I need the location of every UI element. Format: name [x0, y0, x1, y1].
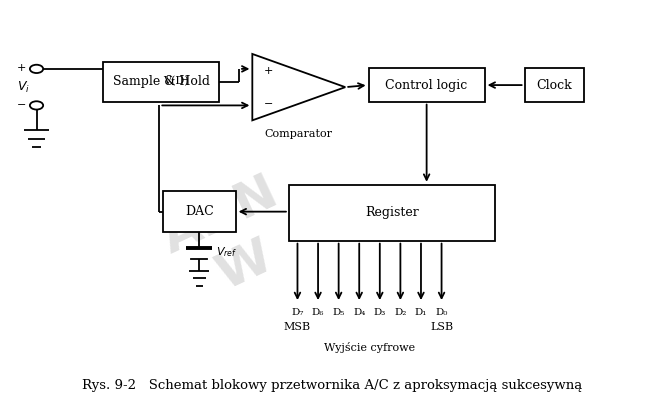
Text: Rys. 9-2   Schemat blokowy przetwornika A/C z aproksymacją sukcesywną: Rys. 9-2 Schemat blokowy przetwornika A/… — [82, 379, 582, 392]
Text: $V_i$: $V_i$ — [17, 80, 30, 95]
Text: Control logic: Control logic — [386, 78, 467, 92]
Text: D₆: D₆ — [312, 308, 324, 317]
Text: D₂: D₂ — [394, 308, 406, 317]
Text: D₅: D₅ — [333, 308, 345, 317]
Bar — [525, 68, 584, 102]
Bar — [369, 68, 485, 102]
Text: Register: Register — [365, 206, 418, 219]
Text: LSB: LSB — [430, 322, 453, 332]
Text: D₄: D₄ — [353, 308, 365, 317]
Text: DAC: DAC — [185, 205, 214, 218]
Text: V(D): V(D) — [163, 76, 189, 87]
Text: D₀: D₀ — [436, 308, 448, 317]
Text: MSB: MSB — [284, 322, 311, 332]
Text: +: + — [17, 63, 27, 73]
Text: −: − — [264, 99, 274, 109]
Text: Clock: Clock — [537, 78, 572, 92]
Text: D₃: D₃ — [374, 308, 386, 317]
Bar — [103, 62, 219, 102]
Text: D₇: D₇ — [291, 308, 303, 317]
Bar — [289, 185, 495, 241]
Text: Comparator: Comparator — [265, 129, 333, 139]
Bar — [163, 191, 236, 232]
Text: ADN
W: ADN W — [155, 168, 309, 313]
Text: Sample & Hold: Sample & Hold — [112, 76, 210, 88]
Text: −: − — [17, 100, 27, 110]
Text: Wyjście cyfrowe: Wyjście cyfrowe — [324, 342, 416, 354]
Text: D₁: D₁ — [415, 308, 427, 317]
Text: $V_{ref}$: $V_{ref}$ — [216, 245, 237, 259]
Text: +: + — [264, 66, 274, 76]
